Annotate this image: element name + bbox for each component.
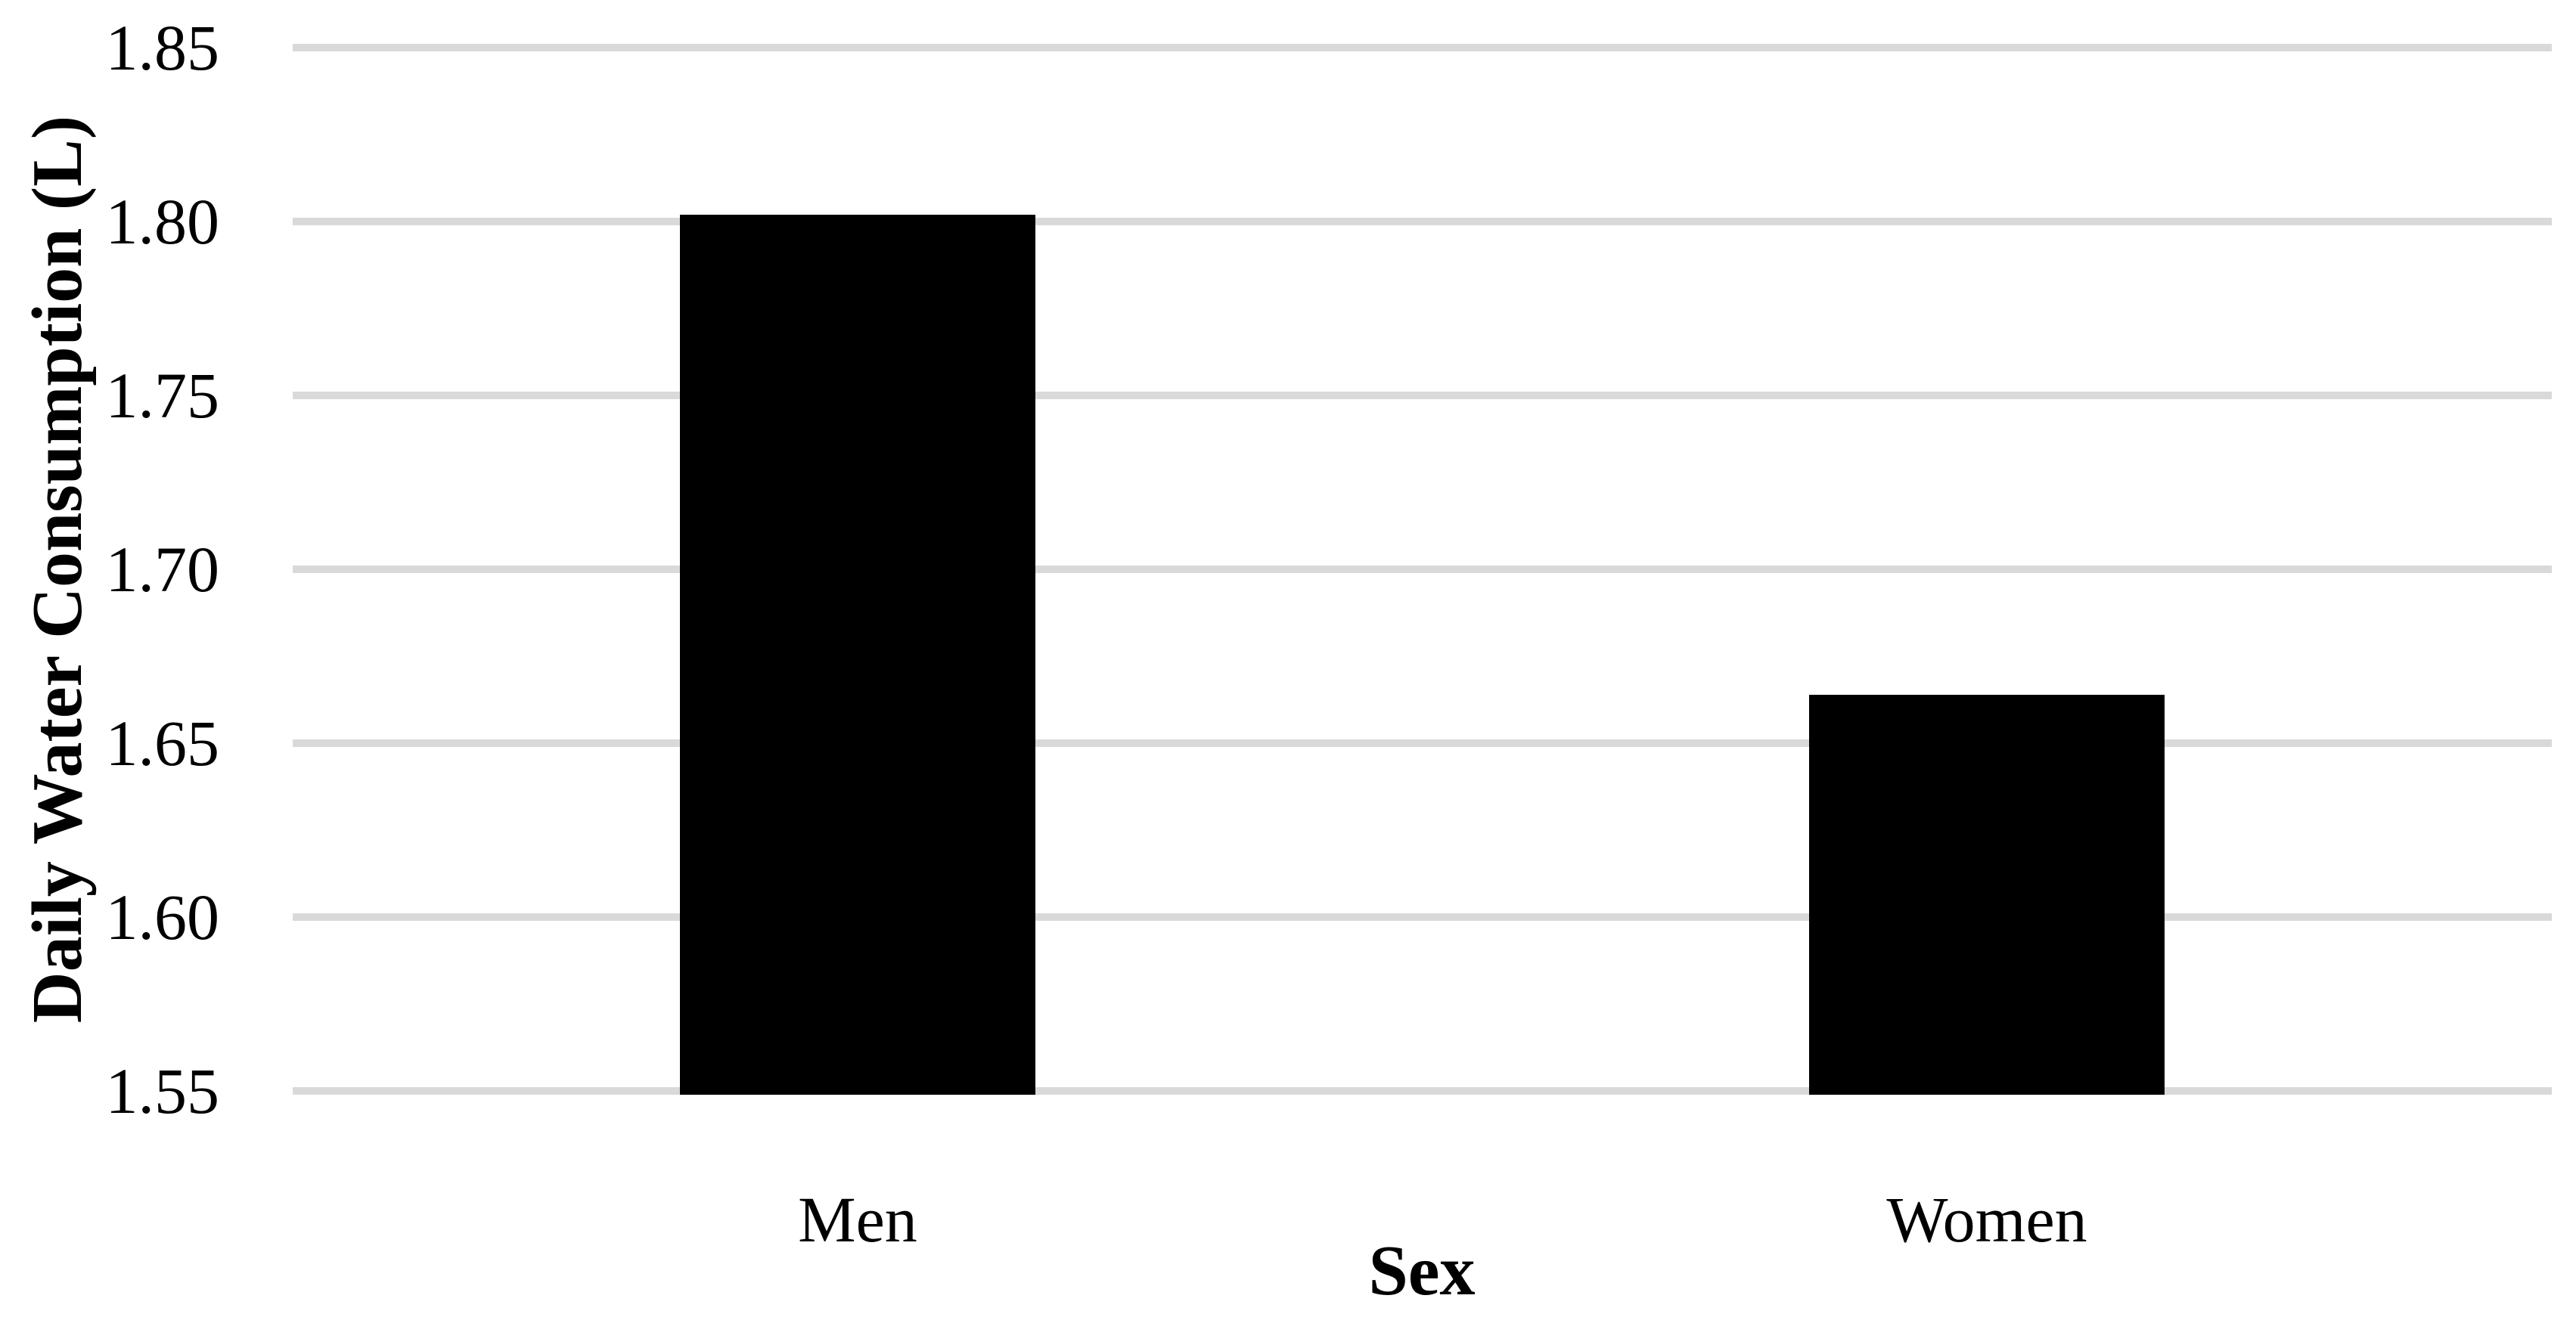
y-gridline	[293, 739, 2552, 747]
x-axis-title: Sex	[1368, 1232, 1476, 1310]
y-axis-tick-label: 1.55	[105, 1055, 220, 1127]
y-axis-tick-label: 1.75	[105, 359, 220, 432]
y-axis-tick-label: 1.60	[105, 881, 220, 953]
y-gridline	[293, 44, 2552, 51]
y-gridline	[293, 392, 2552, 399]
x-axis-category-label: Women	[1886, 1183, 2087, 1256]
x-axis-category-label: Men	[798, 1183, 917, 1256]
y-axis-tick-label: 1.65	[105, 707, 220, 779]
bar-women	[1809, 695, 2165, 1095]
y-axis-tick-label: 1.80	[105, 185, 220, 258]
y-axis-tick-label: 1.70	[105, 533, 220, 606]
bar-men	[680, 215, 1035, 1095]
y-gridline	[293, 1087, 2552, 1095]
plot-area: 1.85 1.80 1.75 1.70 1.65 1.60 1.55 Men Women	[106, 11, 2552, 1256]
y-axis-tick-label: 1.85	[105, 11, 220, 84]
y-gridline	[293, 218, 2552, 225]
y-gridline	[293, 566, 2552, 573]
y-gridline	[293, 913, 2552, 921]
